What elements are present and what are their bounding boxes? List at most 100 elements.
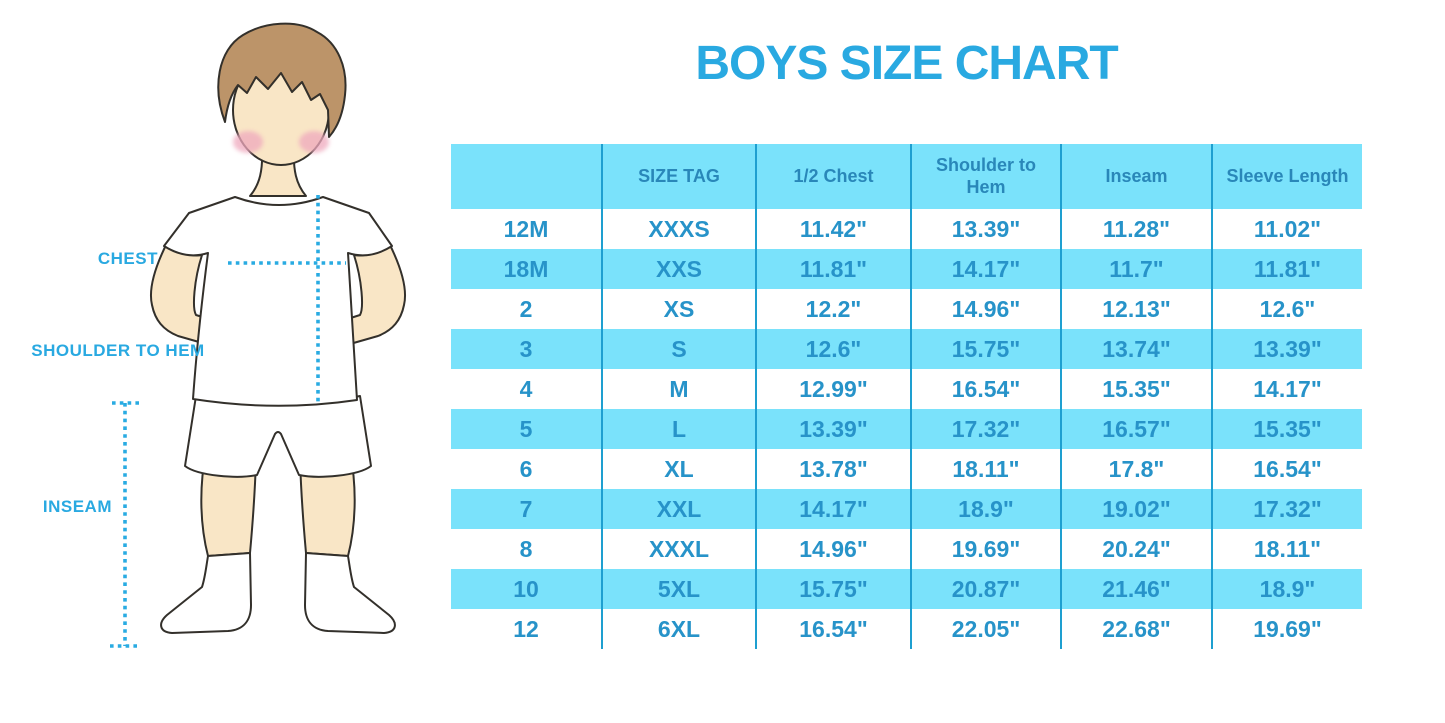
size-cell: 10 — [513, 575, 539, 602]
measurement-cell: 11.81" — [755, 249, 911, 289]
measurement-cell: 18.9" — [910, 489, 1061, 529]
inseam-label: INSEAM — [42, 497, 112, 516]
measurement-cell: M — [601, 369, 756, 409]
measurement-cell: 19.69" — [1211, 609, 1362, 649]
size-cell: 12M — [503, 215, 549, 242]
measurement-cell: 13.39" — [910, 209, 1061, 249]
size-cell: 12 — [513, 615, 539, 642]
measurement-cell: 13.78" — [755, 449, 911, 489]
size-cell: 4 — [519, 375, 533, 402]
measurement-cell: L — [601, 409, 756, 449]
hair-shape — [217, 22, 347, 138]
left-sock-shape — [160, 552, 252, 634]
measurement-cell: XXS — [601, 249, 756, 289]
measurement-cell: 18.9" — [1211, 569, 1362, 609]
size-cell: 2 — [519, 295, 533, 322]
size-cell: 5 — [519, 415, 533, 442]
measurement-cell: 17.32" — [910, 409, 1061, 449]
measurement-cell: 12.2" — [755, 289, 911, 329]
size-cell: 18M — [503, 255, 549, 282]
measurement-cell: 13.74" — [1060, 329, 1212, 369]
right-sock-shape — [304, 552, 396, 634]
table-row: 2 XS 12.2" 14.96" 12.13" 12.6" — [451, 289, 1362, 329]
measurement-cell: 20.24" — [1060, 529, 1212, 569]
column-header: Shoulder to Hem — [910, 144, 1061, 209]
measurement-cell: 11.02" — [1211, 209, 1362, 249]
page-title: BOYS SIZE CHART — [695, 37, 1118, 90]
measurement-cell: 12.99" — [755, 369, 911, 409]
measurement-cell: XS — [601, 289, 756, 329]
table-header-row: SIZE TAG 1/2 Chest Shoulder to Hem Inseam Sl… — [451, 144, 1362, 209]
measurement-cell: 16.54" — [755, 609, 911, 649]
size-cell: 7 — [519, 495, 533, 522]
measurement-cell: 17.8" — [1060, 449, 1212, 489]
measurement-cell: 16.54" — [1211, 449, 1362, 489]
column-header: 1/2 Chest — [755, 144, 911, 209]
measurement-cell: 19.69" — [910, 529, 1061, 569]
measurement-cell: 14.17" — [1211, 369, 1362, 409]
table-row: 7 XXL 14.17" 18.9" 19.02" 17.32" — [451, 489, 1362, 529]
boy-illustration — [110, 22, 406, 648]
size-cell: 3 — [519, 335, 533, 362]
measurement-cell: 22.68" — [1060, 609, 1212, 649]
tshirt-shape — [163, 196, 393, 407]
size-cell: 6 — [519, 455, 533, 482]
measurement-cell: XXXL — [601, 529, 756, 569]
measurement-cell: 11.81" — [1211, 249, 1362, 289]
table-row: 3 S 12.6" 15.75" 13.74" 13.39" — [451, 329, 1362, 369]
table-header: SIZE TAG 1/2 Chest Shoulder to Hem Inseam Sl… — [451, 144, 1362, 209]
measurement-cell: 15.75" — [910, 329, 1061, 369]
table-row: 12M XXXS 11.42" 13.39" 11.28" 11.02" — [451, 209, 1362, 249]
measurement-cell: 5XL — [601, 569, 756, 609]
shorts-shape — [184, 395, 372, 478]
measurement-cell: 21.46" — [1060, 569, 1212, 609]
measurement-cell: 15.35" — [1060, 369, 1212, 409]
measurement-cell: 16.54" — [910, 369, 1061, 409]
size-table-body: 12M XXXS 11.42" 13.39" 11.28" 11.02" 18M XXS 11.… — [451, 209, 1362, 649]
measurement-cell: 15.75" — [755, 569, 911, 609]
measurement-cell: 12.13" — [1060, 289, 1212, 329]
measurement-cell: 13.39" — [755, 409, 911, 449]
table-row: 10 5XL 15.75" 20.87" 21.46" 18.9" — [451, 569, 1362, 609]
column-header: Inseam — [1060, 144, 1212, 209]
column-header: SIZE TAG — [601, 144, 756, 209]
measurement-cell: 14.96" — [910, 289, 1061, 329]
measurement-cell: 14.17" — [755, 489, 911, 529]
measurement-cell: 14.17" — [910, 249, 1061, 289]
measurement-cell: 20.87" — [910, 569, 1061, 609]
table-row: 12 6XL 16.54" 22.05" 22.68" 19.69" — [451, 609, 1362, 649]
measurement-cell: XXL — [601, 489, 756, 529]
table-row: 8 XXXL 14.96" 19.69" 20.24" 18.11" — [451, 529, 1362, 569]
right-cheek — [299, 131, 329, 153]
measurement-cell: 13.39" — [1211, 329, 1362, 369]
measurement-cell: 11.42" — [755, 209, 911, 249]
measurement-cell: XL — [601, 449, 756, 489]
measurement-cell: S — [601, 329, 756, 369]
measurement-cell: XXXS — [601, 209, 756, 249]
measurement-cell: 18.11" — [910, 449, 1061, 489]
shoulder-to-hem-label: SHOULDER TO HEM — [31, 341, 205, 360]
table-row: 18M XXS 11.81" 14.17" 11.7" 11.81" — [451, 249, 1362, 289]
measurement-cell: 12.6" — [1211, 289, 1362, 329]
measurement-cell: 18.11" — [1211, 529, 1362, 569]
measurement-cell: 11.28" — [1060, 209, 1212, 249]
measurement-cell: 11.7" — [1060, 249, 1212, 289]
table-row: 5 L 13.39" 17.32" 16.57" 15.35" — [451, 409, 1362, 449]
measurement-cell: 19.02" — [1060, 489, 1212, 529]
measurement-cell: 17.32" — [1211, 489, 1362, 529]
measurement-cell: 6XL — [601, 609, 756, 649]
column-header: Sleeve Length — [1211, 144, 1362, 209]
size-table: SIZE TAG 1/2 Chest Shoulder to Hem Inseam Sl… — [451, 144, 1362, 649]
size-cell: 8 — [519, 535, 533, 562]
measurement-cell: 15.35" — [1211, 409, 1362, 449]
measurement-cell: 12.6" — [755, 329, 911, 369]
table-row: 6 XL 13.78" 18.11" 17.8" 16.54" — [451, 449, 1362, 489]
table-row: 4 M 12.99" 16.54" 15.35" 14.17" — [451, 369, 1362, 409]
measurement-cell: 16.57" — [1060, 409, 1212, 449]
left-cheek — [233, 131, 263, 153]
chest-label: CHEST — [97, 249, 158, 268]
size-column-header — [451, 144, 602, 209]
measurement-cell: 14.96" — [755, 529, 911, 569]
measurement-cell: 22.05" — [910, 609, 1061, 649]
